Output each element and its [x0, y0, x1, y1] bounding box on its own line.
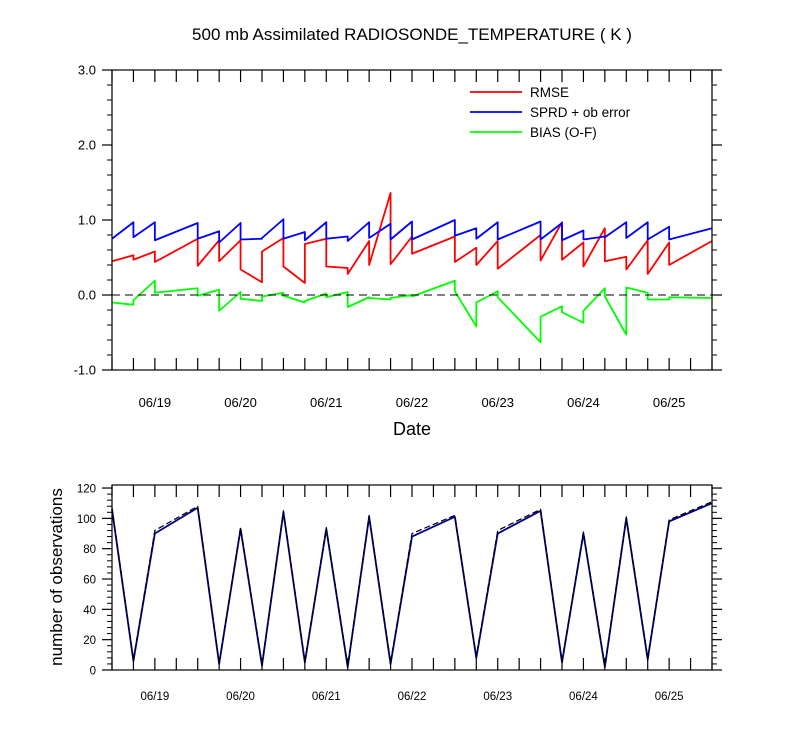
- series-line-observations-possible: [111, 501, 713, 667]
- y-tick-label: 0: [90, 666, 96, 678]
- legend: RMSE SPRD + ob error BIAS (O-F): [470, 85, 631, 140]
- y-tick-label: 3.0: [78, 63, 96, 78]
- x-tick-label: 06/23: [481, 395, 514, 410]
- y-tick-label: 40: [83, 605, 96, 617]
- y-tick-label: 1.0: [78, 213, 96, 228]
- x-tick-label: 06/24: [567, 395, 600, 410]
- x-tick-label: 06/21: [310, 395, 343, 410]
- x-axis-title: Date: [393, 419, 431, 439]
- top-series-group: [111, 192, 713, 344]
- series-line-observations-used: [111, 502, 713, 668]
- legend-label-bias: BIAS (O-F): [530, 125, 597, 140]
- x-tick-label: 06/20: [224, 395, 257, 410]
- y-tick-label: -1.0: [74, 363, 96, 378]
- x-tick-label: 06/21: [312, 691, 341, 703]
- bottom-axes: 0 20 40 60 80 100 120 06/19 06/20 06/21 06/22 06/23…: [77, 484, 722, 703]
- x-tick-label: 06/19: [140, 691, 169, 703]
- bottom-series-group: [111, 501, 713, 668]
- top-chart: 500 mb Assimilated RADIOSONDE_TEMPERATUR…: [74, 25, 722, 439]
- x-tick-label: 06/23: [483, 691, 512, 703]
- legend-label-sprd: SPRD + ob error: [530, 105, 631, 120]
- y-tick-label: 80: [83, 544, 96, 556]
- x-tick-label: 06/22: [396, 395, 429, 410]
- x-tick-label: 06/25: [653, 395, 686, 410]
- y-tick-label: 0.0: [78, 288, 96, 303]
- y-tick-label: 20: [83, 635, 96, 647]
- top-axes: -1.0 0.0 1.0 2.0 3.0 06/19 06/20 06/21 06/22 06/2…: [74, 63, 722, 410]
- y-tick-label: 120: [77, 484, 96, 496]
- x-tick-label: 06/19: [139, 395, 172, 410]
- bottom-chart: 0 20 40 60 80 100 120 06/19 06/20 06/21 06/22 06/23…: [47, 484, 722, 703]
- series-line-bias-o-f: [111, 279, 713, 344]
- chart-title: 500 mb Assimilated RADIOSONDE_TEMPERATUR…: [192, 25, 632, 44]
- bottom-plot-frame: [111, 484, 713, 671]
- series-line-sprd-ob-error: [111, 218, 713, 244]
- y-tick-label: 60: [83, 575, 96, 587]
- x-tick-label: 06/22: [398, 691, 427, 703]
- y-tick-label: 2.0: [78, 138, 96, 153]
- x-tick-label: 06/25: [655, 691, 684, 703]
- x-tick-label: 06/24: [569, 691, 598, 703]
- legend-label-rmse: RMSE: [530, 85, 569, 100]
- x-tick-label: 06/20: [226, 691, 255, 703]
- y-axis-title: number of observations: [47, 488, 66, 666]
- y-tick-label: 100: [77, 514, 96, 526]
